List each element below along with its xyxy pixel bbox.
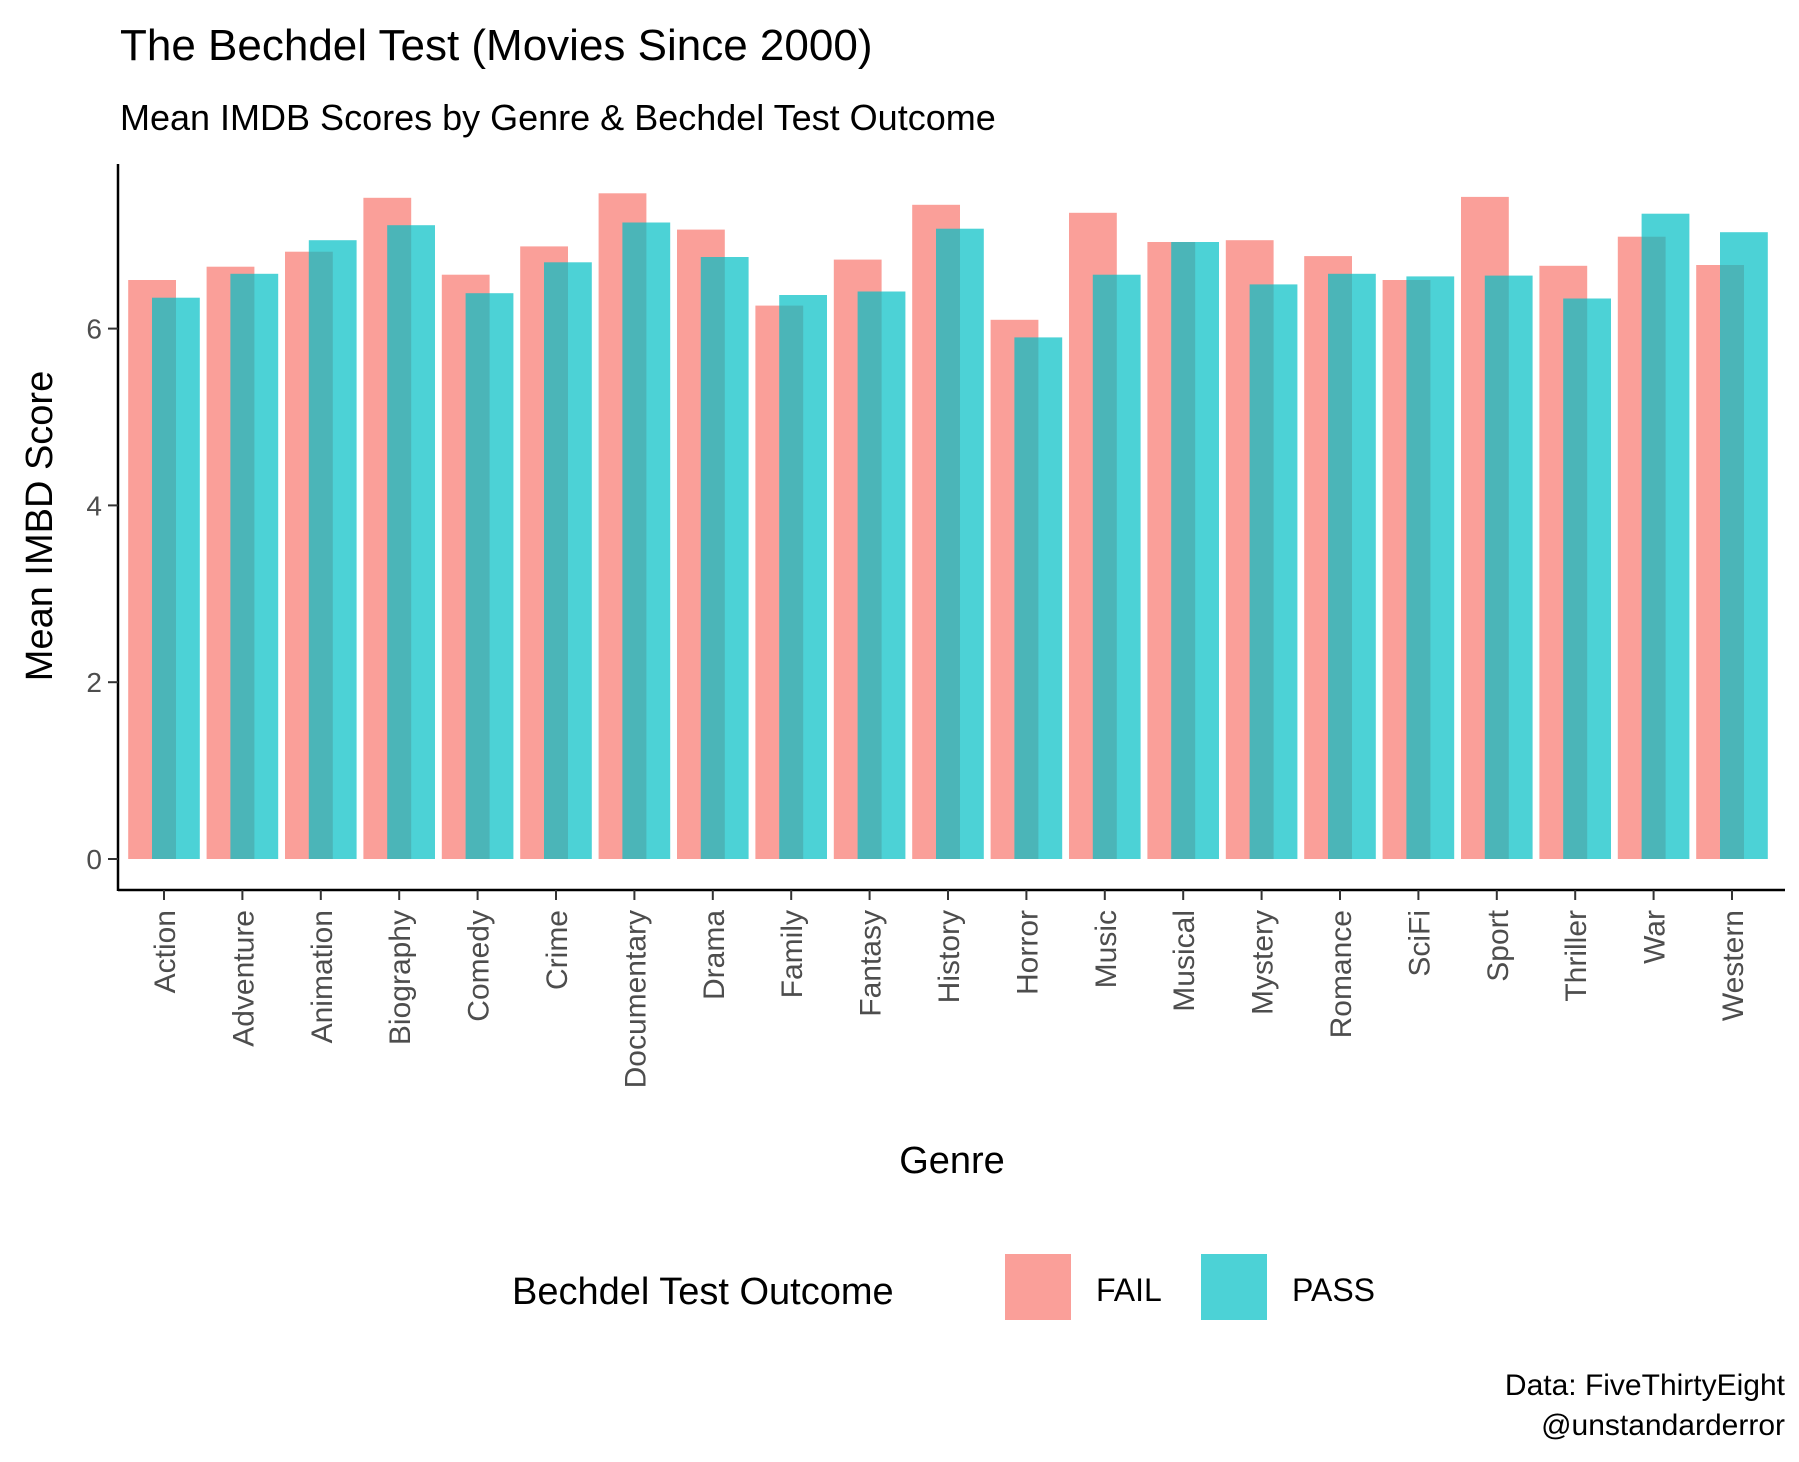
legend: Bechdel Test Outcome FAIL PASS (512, 1254, 1375, 1320)
bar-pass-action (152, 297, 200, 859)
y-tick-label: 2 (86, 667, 102, 698)
y-tick-label: 4 (86, 490, 102, 521)
bar-pass-thriller (1563, 298, 1611, 859)
legend-title: Bechdel Test Outcome (512, 1271, 894, 1313)
x-tick-label: Thriller (1560, 910, 1593, 1002)
x-tick-label: Romance (1325, 910, 1358, 1038)
x-axis-title: Genre (899, 1140, 1005, 1182)
chart-subtitle: Mean IMDB Scores by Genre & Bechdel Test… (120, 97, 996, 138)
y-tick-label: 6 (86, 314, 102, 345)
bar-pass-musical (1171, 242, 1219, 859)
x-tick-label: Horror (1011, 910, 1044, 995)
bar-pass-fantasy (857, 291, 906, 859)
x-tick-label: Western (1717, 910, 1750, 1021)
bar-pass-drama (700, 257, 749, 859)
bar-pass-history (936, 228, 984, 859)
x-tick-label: Drama (698, 910, 731, 1000)
bar-pass-scifi (1406, 276, 1455, 859)
x-tick-label: History (933, 910, 966, 1003)
bar-pass-crime (544, 262, 592, 859)
bar-pass-romance (1328, 273, 1376, 859)
x-tick-label: Comedy (463, 910, 496, 1022)
x-tick-label: Adventure (227, 910, 260, 1047)
x-tick-label: Music (1090, 910, 1123, 988)
x-tick-label: Fantasy (855, 910, 888, 1017)
x-tick-label: SciFi (1403, 910, 1436, 977)
y-tick-label: 0 (86, 844, 102, 875)
x-tick-label: Musical (1168, 910, 1201, 1012)
chart-title: The Bechdel Test (Movies Since 2000) (120, 21, 872, 70)
legend-label-fail: FAIL (1096, 1272, 1162, 1308)
bar-pass-western (1720, 232, 1768, 859)
bar-pass-family (779, 295, 827, 859)
x-ticks-layer: Action Adventure Animation Biography Comedy C… (149, 890, 1750, 1088)
bar-pass-mystery (1249, 284, 1298, 859)
bar-pass-music (1092, 274, 1141, 859)
bar-pass-comedy (465, 293, 514, 859)
x-tick-label: Crime (541, 910, 574, 990)
legend-swatch-fail (1005, 1254, 1071, 1320)
x-tick-label: Biography (384, 910, 417, 1045)
bar-pass-sport (1484, 275, 1533, 860)
bar-pass-adventure (230, 273, 279, 859)
caption-author: @unstandarderror (1541, 1409, 1785, 1442)
bar-pass-biography (387, 225, 435, 859)
x-tick-label: Family (776, 910, 809, 998)
x-tick-label: Mystery (1247, 910, 1280, 1015)
bar-pass-documentary (622, 222, 671, 859)
bar-pass-animation (308, 240, 357, 859)
bar-pass-war (1641, 213, 1690, 859)
bar-pass-horror (1014, 337, 1063, 859)
x-tick-label: Sport (1482, 909, 1515, 981)
bars-layer (128, 193, 1768, 860)
x-tick-label: Action (149, 910, 182, 993)
x-tick-label: Animation (306, 910, 339, 1043)
legend-swatch-pass (1201, 1254, 1267, 1320)
x-tick-label: War (1639, 910, 1672, 964)
y-axis-title: Mean IMBD Score (19, 371, 61, 681)
y-ticks-layer: 0 2 4 6 (86, 314, 118, 875)
x-tick-label: Documentary (619, 910, 652, 1088)
legend-label-pass: PASS (1292, 1272, 1375, 1308)
caption-source: Data: FiveThirtyEight (1505, 1369, 1786, 1402)
